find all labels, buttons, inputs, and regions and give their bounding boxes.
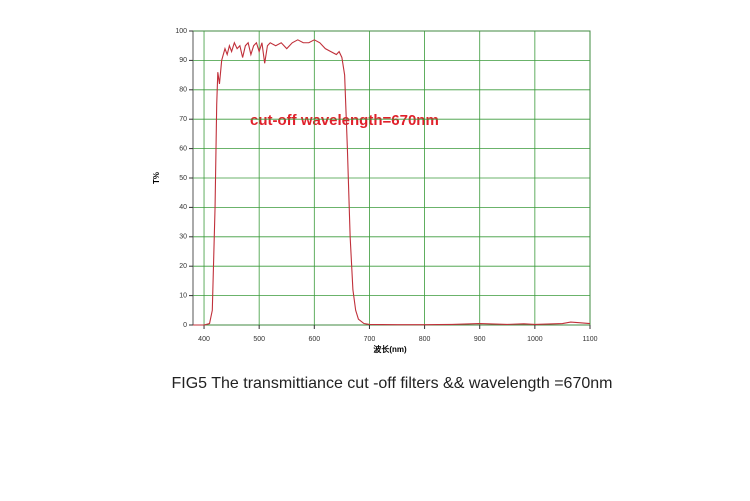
caption: FIG5 The transmittiance cut -off filters…	[172, 375, 613, 392]
x-tick-label: 400	[198, 336, 210, 343]
x-tick-label: 900	[474, 336, 486, 343]
y-tick-label: 100	[175, 28, 187, 35]
y-tick-label: 30	[179, 234, 187, 241]
x-tick-label: 1000	[527, 336, 543, 343]
y-tick-label: 50	[179, 175, 187, 182]
y-tick-label: 40	[179, 204, 187, 211]
y-tick-label: 80	[179, 87, 187, 94]
y-tick-label: 90	[179, 57, 187, 64]
x-tick-label: 1100	[582, 336, 597, 343]
x-axis-label: 波长(nm)	[373, 344, 407, 354]
y-tick-label: 20	[179, 263, 187, 270]
data-line	[193, 39, 591, 326]
x-tick-label: 500	[253, 336, 265, 343]
y-tick-label: 0	[183, 322, 187, 329]
x-tick-label: 700	[364, 336, 376, 343]
y-tick-label: 10	[179, 292, 187, 299]
y-tick-label: 60	[179, 145, 187, 152]
y-axis-label: T%	[152, 172, 161, 184]
x-tick-label: 800	[419, 336, 431, 343]
annotation: cut-off wavelength=670nm	[250, 112, 439, 129]
x-tick-label: 600	[308, 336, 320, 343]
y-tick-label: 70	[179, 116, 187, 123]
